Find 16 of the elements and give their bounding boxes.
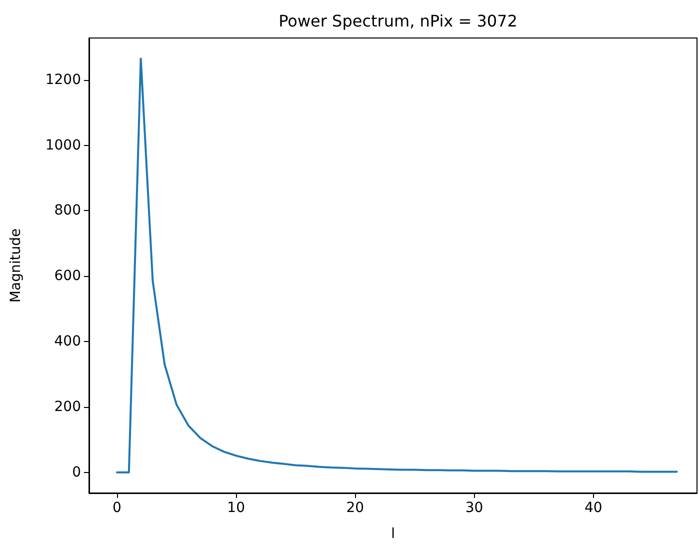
y-tick-label: 1200 bbox=[45, 72, 81, 88]
y-tick-label: 0 bbox=[72, 464, 81, 480]
y-tick-label: 1000 bbox=[45, 137, 81, 154]
y-tick-label: 400 bbox=[54, 334, 81, 350]
chart-title: Power Spectrum, nPix = 3072 bbox=[278, 12, 518, 30]
y-axis-title: Magnitude bbox=[8, 228, 24, 303]
x-tick-label: 10 bbox=[227, 500, 245, 516]
x-tick-label: 40 bbox=[584, 500, 602, 516]
x-tick-label: 0 bbox=[112, 500, 122, 516]
y-tick-label: 200 bbox=[54, 398, 81, 415]
x-tick-label: 30 bbox=[465, 500, 484, 516]
y-tick-label: 600 bbox=[54, 268, 81, 284]
y-tick-label: 800 bbox=[54, 202, 81, 219]
x-tick-label: 20 bbox=[346, 500, 364, 516]
x-axis-title: l bbox=[391, 526, 395, 542]
line-series bbox=[116, 58, 678, 474]
